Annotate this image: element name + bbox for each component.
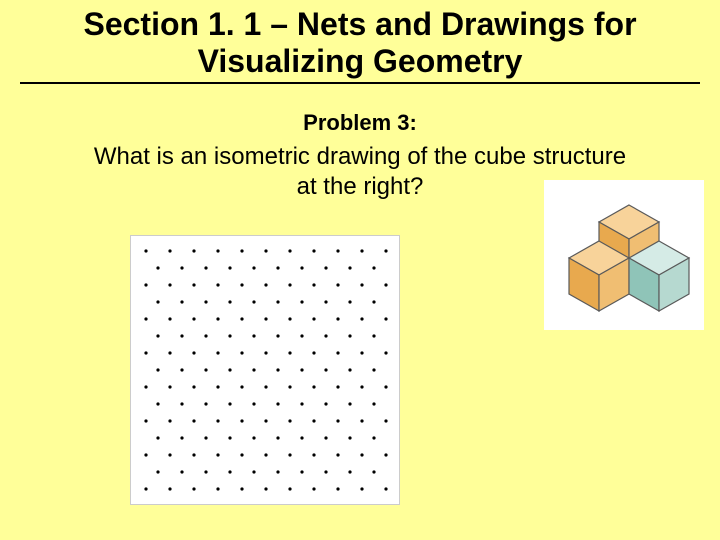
cube-structure-figure bbox=[544, 180, 704, 330]
title-line-2: Visualizing Geometry bbox=[198, 43, 523, 79]
isometric-dot-grid bbox=[130, 235, 400, 505]
section-title: Section 1. 1 – Nets and Drawings for Vis… bbox=[0, 0, 720, 80]
title-line-1: Section 1. 1 – Nets and Drawings for bbox=[83, 6, 636, 42]
problem-text-line-1: What is an isometric drawing of the cube… bbox=[94, 143, 626, 170]
problem-text-line-2: at the right? bbox=[297, 173, 424, 200]
problem-label: Problem 3: bbox=[0, 110, 720, 136]
title-underline bbox=[20, 82, 700, 84]
